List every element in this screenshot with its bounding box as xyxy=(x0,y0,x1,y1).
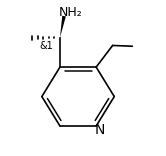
Text: N: N xyxy=(95,123,105,137)
Text: NH₂: NH₂ xyxy=(59,6,83,19)
Polygon shape xyxy=(60,16,66,38)
Text: &1: &1 xyxy=(39,41,53,51)
